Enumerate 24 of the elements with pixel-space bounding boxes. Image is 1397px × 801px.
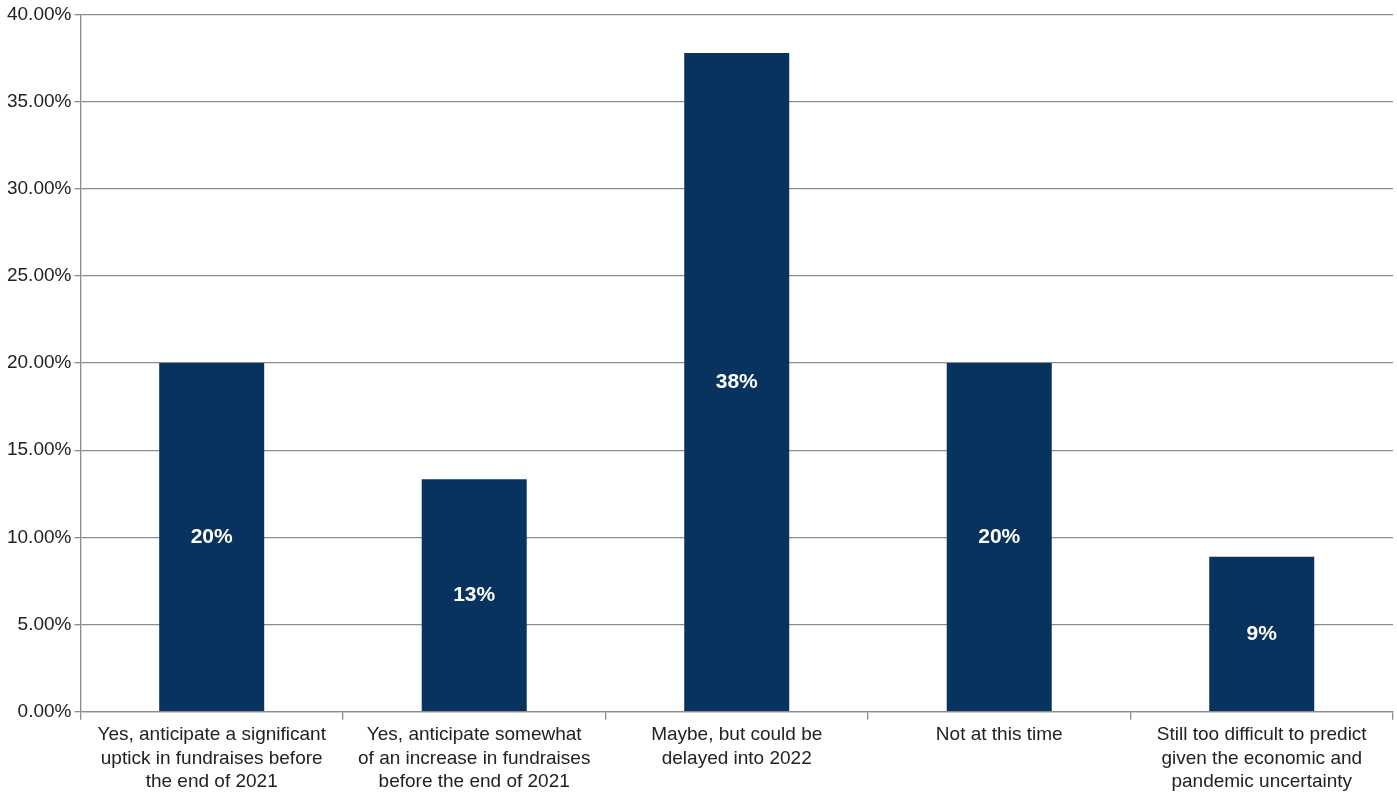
x-tick-label: Yes, anticipate a significant uptick in fundraises before the end of 2021 [97, 722, 327, 792]
x-tick-label: Still too difficult to predict given the economic and pandemic uncertainty [1156, 722, 1368, 792]
bar [159, 363, 265, 712]
y-tick-label: 0.00% [17, 699, 72, 721]
x-tick-label: Yes, anticipate somewhat of an increase in fundraises before the end of 2021 [358, 722, 591, 792]
y-tick-label: 30.00% [6, 176, 72, 198]
bar [1209, 556, 1315, 712]
bar [684, 53, 790, 712]
y-tick-label: 20.00% [6, 351, 72, 373]
data-label: 9% [1246, 620, 1278, 644]
y-tick-label: 25.00% [6, 264, 72, 286]
data-label: 38% [715, 368, 759, 392]
y-tick-label: 35.00% [6, 89, 72, 111]
y-tick-label: 5.00% [17, 612, 72, 634]
y-tick-label: 10.00% [6, 525, 72, 547]
x-tick-label: Maybe, but could be delayed into 2022 [651, 722, 823, 768]
y-tick-label: 15.00% [6, 438, 72, 460]
data-label: 20% [978, 523, 1021, 547]
data-label: 13% [453, 582, 496, 606]
bar [421, 479, 527, 712]
x-tick-label: Not at this time [935, 722, 1063, 744]
y-tick-label: 40.00% [6, 2, 72, 24]
data-label: 20% [190, 523, 234, 547]
bar [946, 363, 1052, 712]
